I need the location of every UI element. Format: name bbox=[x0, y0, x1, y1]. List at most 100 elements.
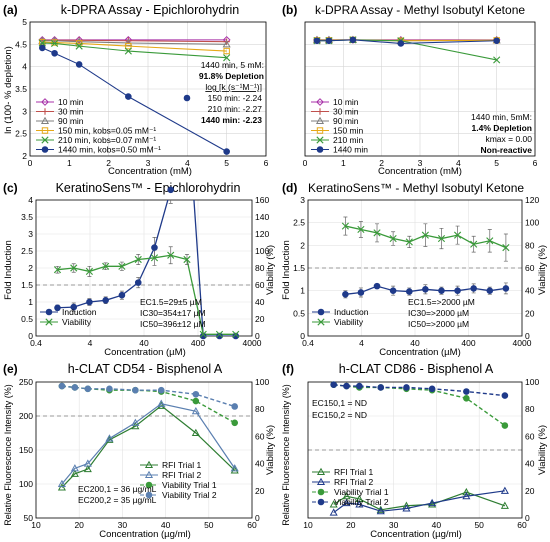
legend-entry: 90 min bbox=[36, 116, 84, 126]
data-point bbox=[75, 42, 83, 50]
data-point bbox=[376, 506, 385, 515]
legend-marker bbox=[315, 116, 325, 125]
data-point bbox=[124, 38, 133, 47]
panel-f-y2label: Viability (%) bbox=[537, 425, 548, 475]
panel-d-series bbox=[343, 216, 508, 299]
data-point bbox=[57, 479, 66, 488]
data-point bbox=[192, 397, 200, 405]
panel-a-title: k-DPRA Assay - Epichlorohydrin bbox=[61, 3, 240, 17]
legend-label: RFI Trial 1 bbox=[334, 467, 373, 477]
legend-label: 1440 min, kobs=0.50 mM⁻¹ bbox=[58, 145, 161, 155]
y-tick-label: 150 bbox=[19, 445, 33, 455]
data-point bbox=[463, 395, 470, 402]
legend-label: 150 min bbox=[333, 126, 364, 136]
legend-label: 30 min bbox=[58, 107, 84, 117]
panel-d-xlabel: Concentration (µM) bbox=[379, 347, 461, 358]
data-point bbox=[428, 500, 437, 508]
y2-tick-label: 160 bbox=[255, 195, 269, 205]
panel-c-annotation: EC1.5=29±5 µM IC30=354±17 µM IC50=396±12… bbox=[140, 297, 206, 329]
x-tick-label: 50 bbox=[204, 520, 214, 530]
legend-label: Viability Trial 1 bbox=[334, 487, 389, 497]
legend-label: RFI Trial 2 bbox=[334, 477, 373, 487]
annot-line: kmax = 0.00 bbox=[485, 134, 532, 144]
y2-tick-label: 0 bbox=[255, 331, 260, 341]
y-tick-label: 4 bbox=[22, 62, 27, 72]
data-point bbox=[402, 504, 411, 512]
y2-tick-label: 120 bbox=[255, 229, 269, 239]
panel-b-label: (b) bbox=[282, 3, 297, 17]
annot-line: EC200,2 = 35 µg/mL bbox=[78, 495, 157, 505]
legend-marker bbox=[41, 146, 49, 153]
annot-line: EC150,1 = ND bbox=[312, 398, 367, 408]
x-tick-label: 4 bbox=[456, 158, 461, 168]
data-point bbox=[330, 381, 337, 389]
data-point bbox=[70, 464, 79, 472]
y-tick-label: 3.5 bbox=[15, 84, 27, 94]
panel-f-label: (f) bbox=[282, 362, 294, 376]
panel-d-label: (d) bbox=[282, 181, 297, 195]
legend-label: 210 min, kobs=0.07 mM⁻¹ bbox=[58, 135, 156, 145]
series-line-rfi-trial-2 bbox=[61, 403, 236, 485]
data-point bbox=[421, 231, 429, 239]
legend-label: Induction bbox=[334, 307, 369, 317]
data-point bbox=[167, 251, 175, 259]
panel-a-xlabel: Concentration (mM) bbox=[108, 166, 192, 177]
panel-b-plot-frame bbox=[304, 21, 536, 157]
annot-line: 210 min: -2.27 bbox=[208, 104, 263, 114]
y-tick-label: 50 bbox=[24, 513, 34, 523]
data-point bbox=[454, 287, 461, 294]
panel-e-annotation: EC200,1 = 36 µg/mL EC200,2 = 35 µg/mL bbox=[78, 484, 157, 505]
data-point bbox=[232, 330, 240, 338]
data-point bbox=[216, 332, 223, 340]
y2-tick-label: 0 bbox=[255, 513, 260, 523]
x-tick-label: 20 bbox=[74, 520, 84, 530]
y2-tick-label: 40 bbox=[525, 286, 535, 296]
data-point bbox=[397, 40, 405, 47]
x-tick-label: 50 bbox=[474, 520, 484, 530]
y-tick-label: 5 bbox=[22, 17, 27, 27]
x-tick-label: 2 bbox=[106, 158, 111, 168]
panel-a-label: (a) bbox=[3, 3, 18, 17]
data-point bbox=[105, 434, 114, 442]
data-point bbox=[356, 382, 363, 390]
y-tick-label: 1 bbox=[300, 286, 305, 296]
annot-line: EC200,1 = 36 µg/mL bbox=[78, 484, 157, 494]
panel-c-ylabel: Fold Induction bbox=[3, 240, 14, 300]
x-tick-label: 10 bbox=[303, 520, 313, 530]
data-point bbox=[462, 492, 471, 500]
data-point bbox=[355, 500, 364, 508]
annot-line: 1440 min, 5 mM: bbox=[201, 60, 264, 70]
data-point bbox=[486, 287, 494, 294]
y-tick-label: 4 bbox=[28, 195, 33, 205]
legend-entry: 10 min bbox=[311, 97, 359, 107]
legend-marker bbox=[316, 136, 324, 144]
legend-label: 90 min bbox=[58, 116, 84, 126]
panel-c-label: (c) bbox=[3, 181, 18, 195]
data-point bbox=[422, 286, 429, 293]
data-point bbox=[405, 238, 413, 246]
y2-tick-label: 0 bbox=[525, 331, 530, 341]
panel-e-label: (e) bbox=[3, 362, 18, 376]
data-point bbox=[232, 332, 240, 340]
data-point bbox=[118, 291, 126, 299]
legend-entry: 1440 min, kobs=0.50 mM⁻¹ bbox=[36, 145, 161, 155]
data-point bbox=[230, 466, 239, 474]
panel-f-ylabel: Relative Fluorescence Intensity (%) bbox=[281, 384, 291, 526]
y2-tick-label: 100 bbox=[525, 377, 539, 387]
x-tick-label: 6 bbox=[533, 158, 538, 168]
data-point bbox=[124, 47, 132, 55]
x-tick-label: 40 bbox=[139, 338, 149, 348]
y2-tick-label: 60 bbox=[525, 263, 535, 273]
data-point bbox=[75, 61, 83, 68]
data-point bbox=[38, 39, 46, 47]
legend-marker bbox=[316, 477, 326, 486]
panel-f-title: h-CLAT CD86 - Bisphenol A bbox=[339, 362, 494, 376]
data-point bbox=[342, 498, 351, 507]
legend-marker bbox=[316, 467, 326, 476]
annot-line: 91.8% Depletion bbox=[199, 71, 264, 81]
legend-marker bbox=[144, 470, 154, 479]
x-tick-label: 2 bbox=[379, 158, 384, 168]
series-line-rfi-trial-1 bbox=[61, 405, 236, 488]
y2-tick-label: 40 bbox=[525, 459, 535, 469]
legend-marker bbox=[144, 460, 154, 469]
